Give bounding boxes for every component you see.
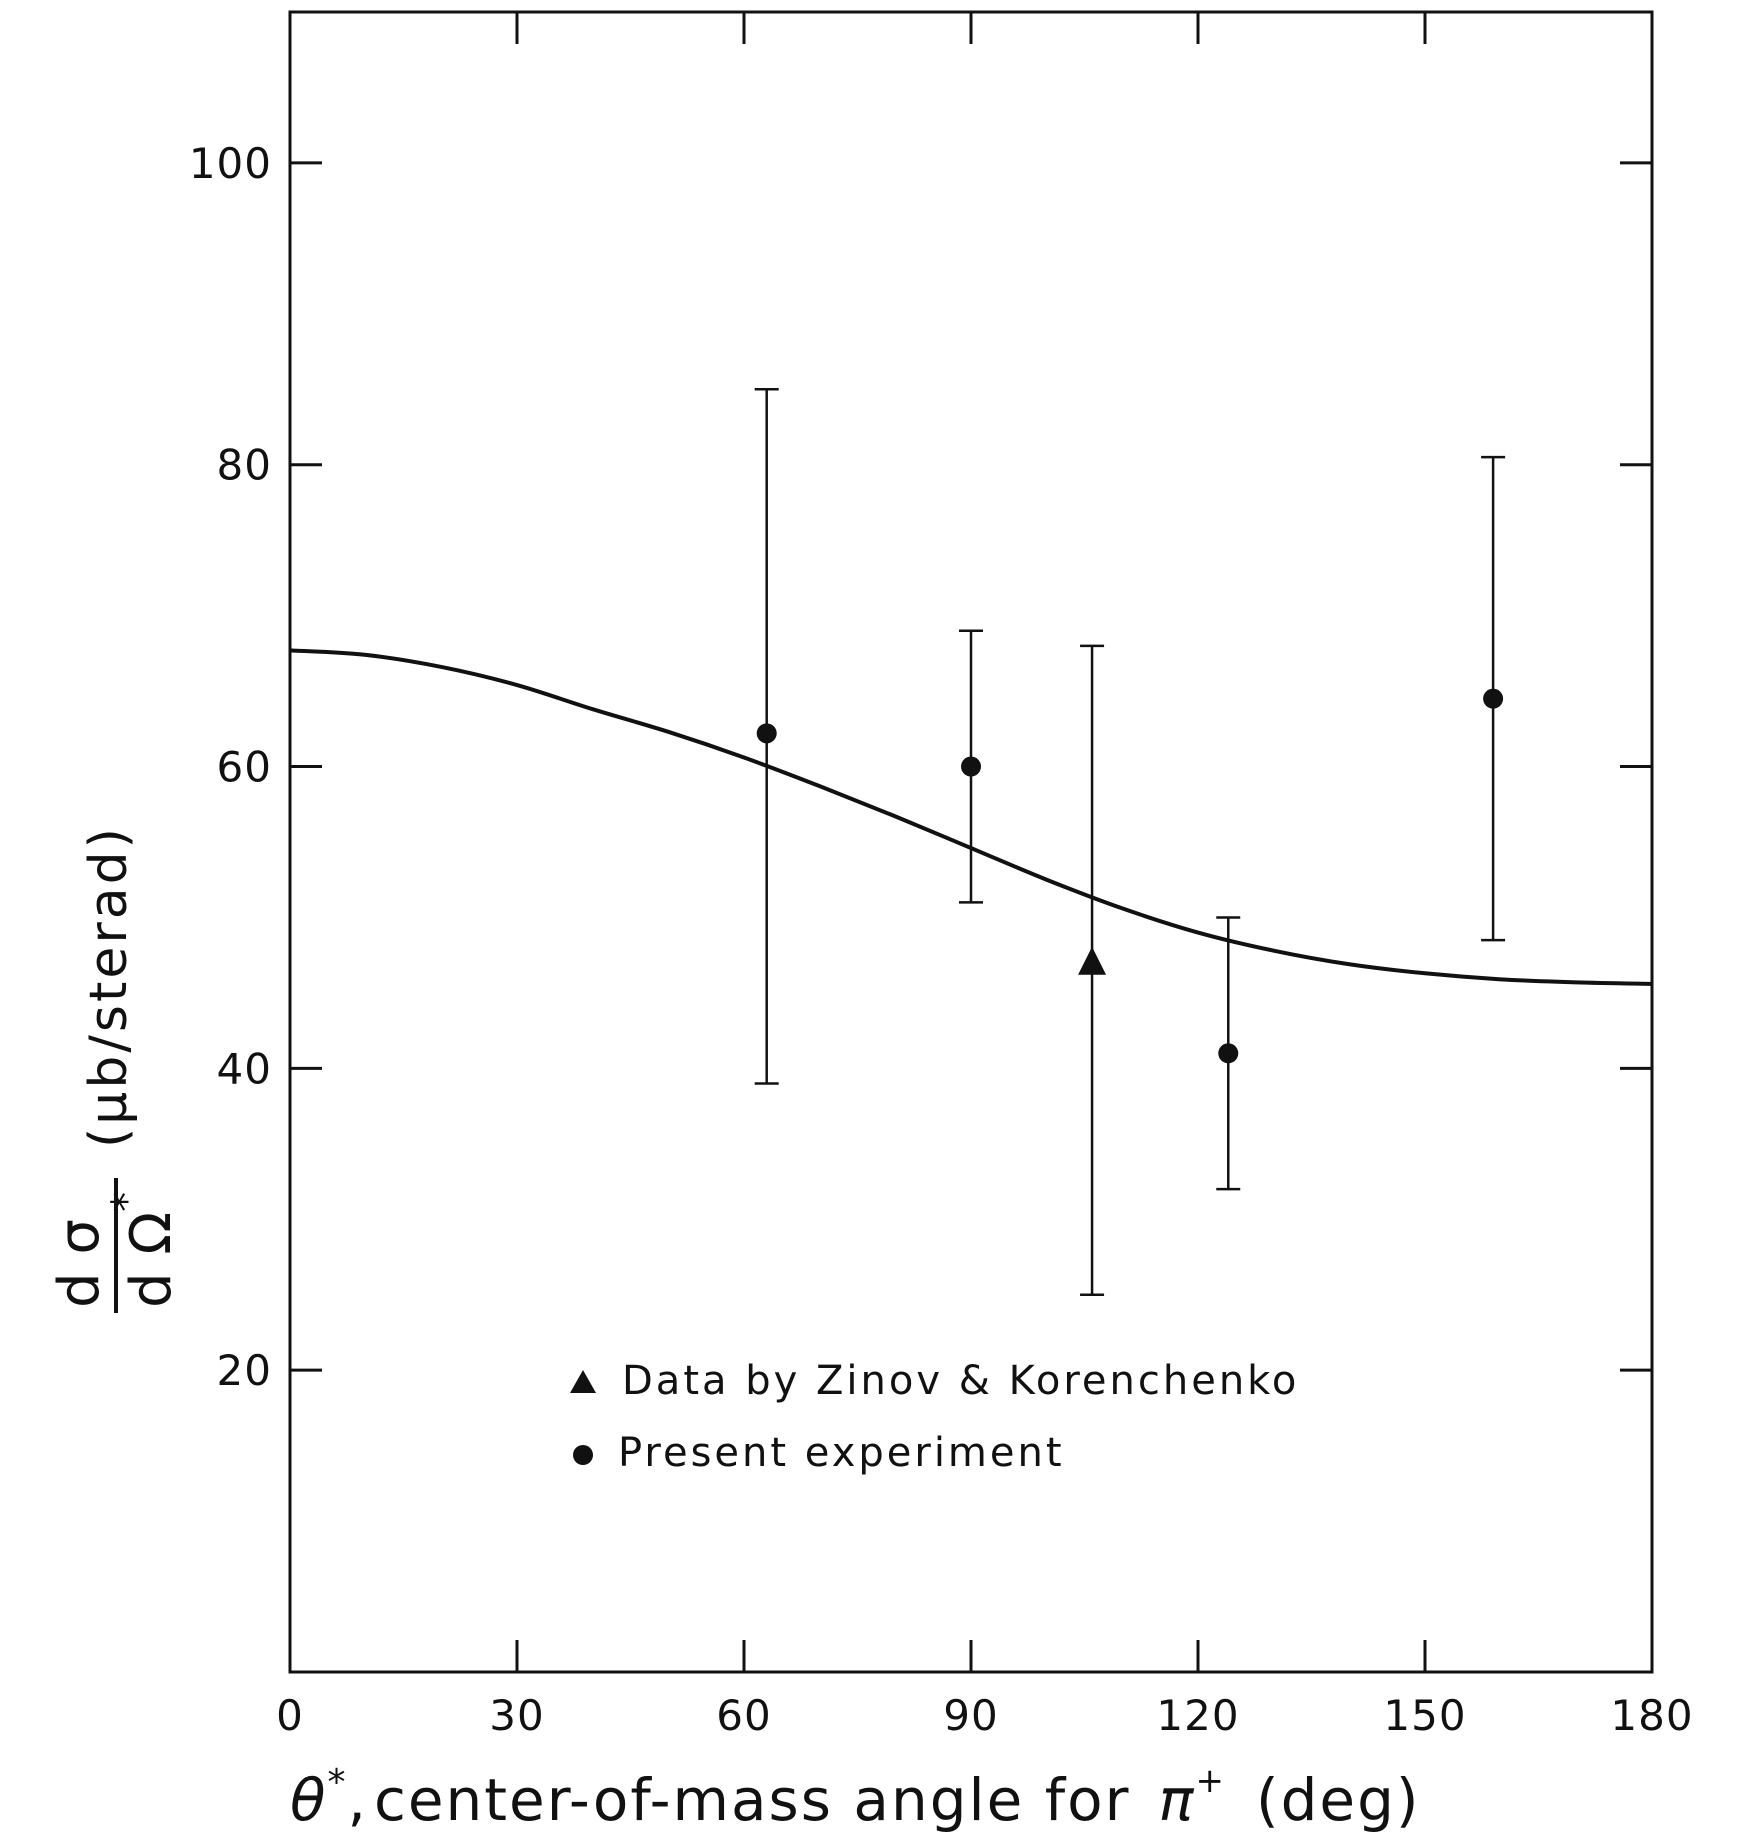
x-tick-label: 90 [943, 1691, 998, 1740]
tick-labels: 0 30 60 90 120 150 180 20 40 60 80 100 [189, 139, 1693, 1740]
y-label-omega: d Ω [119, 1212, 184, 1308]
x-label-star: * [328, 1762, 348, 1803]
x-tick-label: 150 [1383, 1691, 1466, 1740]
legend: Data by Zinov & Korenchenko Present expe… [570, 1358, 1299, 1476]
legend-label-zinov: Data by Zinov & Korenchenko [622, 1358, 1299, 1404]
y-label-denominator: d Ω* [104, 1192, 184, 1308]
x-label-unit: (deg) [1256, 1766, 1421, 1834]
y-tick-label: 40 [217, 1044, 272, 1093]
x-tick-label: 0 [276, 1691, 304, 1740]
y-tick-label: 60 [217, 743, 272, 792]
x-tick-label: 180 [1610, 1691, 1693, 1740]
x-label-plus: + [1195, 1761, 1226, 1801]
data-point-triangle [1078, 946, 1107, 975]
legend-circle-marker [573, 1445, 593, 1465]
data-point-circle [961, 756, 981, 777]
legend-triangle-marker [570, 1370, 596, 1393]
x-tick-label: 30 [489, 1691, 544, 1740]
x-label-text: center-of-mass angle for [374, 1766, 1131, 1834]
data-point-circle [1483, 688, 1504, 709]
axis-ticks [290, 12, 1652, 1672]
x-tick-label: 120 [1156, 1691, 1239, 1740]
data-marks [754, 388, 1506, 1296]
y-label-numerator: d σ [47, 1219, 112, 1308]
y-label-unit: (μb/sterad) [79, 825, 139, 1148]
y-axis-label: d σ d Ω* (μb/sterad) [47, 825, 184, 1313]
y-tick-label: 80 [217, 441, 272, 490]
x-label-theta: θ [290, 1766, 328, 1834]
data-point-circle [1218, 1043, 1239, 1064]
x-label-comma: , [348, 1766, 368, 1834]
legend-label-present: Present experiment [618, 1430, 1065, 1476]
data-point-circle [756, 723, 777, 744]
x-tick-label: 60 [716, 1691, 771, 1740]
y-tick-label: 20 [217, 1346, 272, 1395]
x-label-pi: π [1159, 1766, 1196, 1834]
x-axis-label: θ*, center-of-mass angle for π+ (deg) [290, 1761, 1421, 1834]
y-tick-label: 100 [189, 139, 272, 188]
y-label-star: * [104, 1192, 150, 1212]
